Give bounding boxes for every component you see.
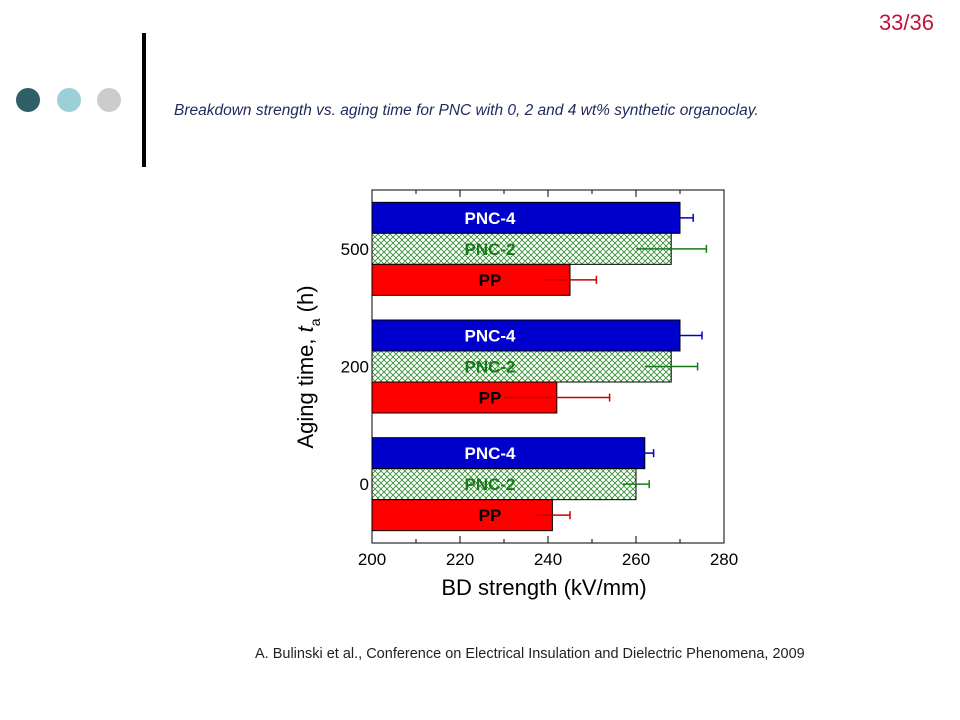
x-tick-label-200: 200 xyxy=(358,550,386,569)
x-tick-label-280: 280 xyxy=(710,550,738,569)
page-number: 33/36 xyxy=(878,10,934,35)
bar-pnc-2-500 xyxy=(371,232,672,265)
y-axis-label: Aging time, ta (h) xyxy=(293,285,323,448)
bar-label-pnc-2-200: PNC-2 xyxy=(464,358,515,377)
x-tick-label-260: 260 xyxy=(622,550,650,569)
y-tick-label-0: 0 xyxy=(360,475,369,494)
bar-pnc-2-200 xyxy=(371,350,672,383)
bar-label-pnc-4-500: PNC-4 xyxy=(464,209,516,228)
bar-pp-0 xyxy=(371,499,553,532)
bar-label-pnc-2-0: PNC-2 xyxy=(464,475,515,494)
y-tick-label-200: 200 xyxy=(341,358,369,377)
y-tick-label-500: 500 xyxy=(341,240,369,259)
decor-dot-teal xyxy=(57,88,81,112)
x-tick-label-220: 220 xyxy=(446,550,474,569)
bar-pp-500 xyxy=(371,263,571,296)
decor-dot-dark xyxy=(16,88,40,112)
bar-pnc-4-0 xyxy=(371,437,646,470)
citation: A. Bulinski et al., Conference on Electr… xyxy=(255,646,805,662)
x-axis-label: BD strength (kV/mm) xyxy=(441,575,646,600)
bar-label-pp-0: PP xyxy=(479,506,502,525)
bar-label-pnc-2-500: PNC-2 xyxy=(464,240,515,259)
figure-caption: Breakdown strength vs. aging time for PN… xyxy=(174,102,759,119)
bar-label-pp-200: PP xyxy=(479,389,502,408)
title-divider xyxy=(142,33,146,167)
bar-pnc-4-500 xyxy=(371,201,681,234)
decor-dot-gray xyxy=(97,88,121,112)
bar-label-pnc-4-200: PNC-4 xyxy=(464,327,516,346)
bar-pnc-4-200 xyxy=(371,319,681,352)
bar-pnc-2-0 xyxy=(371,468,637,501)
bar-label-pp-500: PP xyxy=(479,271,502,290)
bar-label-pnc-4-0: PNC-4 xyxy=(464,444,516,463)
x-tick-label-240: 240 xyxy=(534,550,562,569)
